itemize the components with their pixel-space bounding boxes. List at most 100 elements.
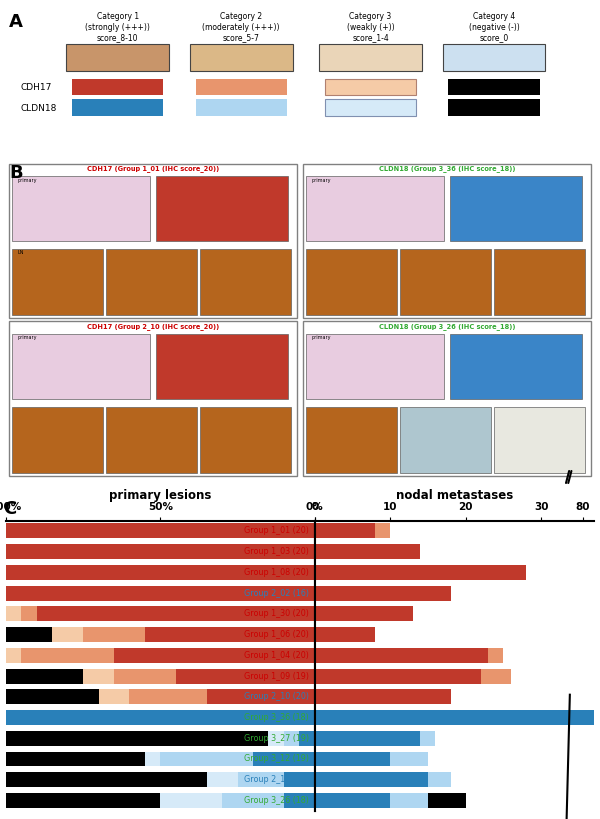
Bar	[314, 752, 390, 767]
Text: Category 4
(negative (-))
score_0: Category 4 (negative (-)) score_0	[469, 12, 520, 42]
Text: Category 3
(weakly (+))
score_1-4: Category 3 (weakly (+)) score_1-4	[347, 12, 394, 42]
Bar	[22, 648, 114, 663]
Bar	[314, 523, 375, 538]
Bar	[306, 249, 397, 315]
X-axis label: primary lesions: primary lesions	[109, 489, 212, 502]
Bar	[314, 544, 421, 559]
Bar	[421, 731, 436, 746]
Bar	[306, 334, 444, 399]
Text: CDH17 (Group 1_01 (IHC score_20)): CDH17 (Group 1_01 (IHC score_20))	[87, 165, 219, 172]
Bar	[106, 406, 197, 473]
Bar	[196, 99, 287, 116]
Bar	[450, 176, 583, 241]
Bar	[200, 406, 291, 473]
Bar	[83, 627, 145, 642]
Text: CLDN18: CLDN18	[21, 104, 57, 113]
Bar	[72, 79, 163, 95]
Bar	[160, 793, 222, 808]
Bar	[196, 79, 287, 95]
Bar	[6, 690, 98, 704]
Bar	[130, 690, 206, 704]
Bar	[314, 648, 488, 663]
Bar	[114, 648, 314, 663]
Bar	[6, 772, 206, 787]
Bar	[314, 627, 375, 642]
Text: Group 2_10 (20): Group 2_10 (20)	[244, 692, 309, 701]
Bar	[156, 334, 289, 399]
Text: LN: LN	[17, 251, 24, 256]
Bar	[145, 752, 160, 767]
Bar	[52, 627, 83, 642]
Bar	[375, 523, 390, 538]
Text: Group 2_02 (16): Group 2_02 (16)	[244, 589, 309, 598]
Bar	[448, 99, 539, 116]
Bar	[9, 164, 297, 319]
Text: Group 1_01 (20): Group 1_01 (20)	[244, 527, 309, 536]
Text: primary: primary	[17, 178, 37, 183]
Bar	[314, 565, 526, 580]
Bar	[6, 710, 314, 725]
Text: C: C	[3, 500, 16, 518]
Text: Category 1
(strongly (+++))
score_8-10: Category 1 (strongly (+++)) score_8-10	[85, 12, 150, 42]
Bar	[6, 752, 145, 767]
Text: CDH17 (Group 2_10 (IHC score_20)): CDH17 (Group 2_10 (IHC score_20))	[87, 323, 219, 330]
Bar	[448, 79, 539, 95]
Text: Group 1_08 (20): Group 1_08 (20)	[244, 568, 309, 577]
Bar	[114, 668, 176, 684]
Bar	[303, 322, 591, 476]
FancyBboxPatch shape	[443, 44, 545, 71]
Text: primary: primary	[311, 178, 331, 183]
Bar	[390, 752, 428, 767]
Bar	[12, 176, 150, 241]
Bar	[314, 772, 428, 787]
Bar	[6, 793, 160, 808]
Text: CLDN18 (Group 3_26 (IHC score_18)): CLDN18 (Group 3_26 (IHC score_18))	[379, 323, 515, 330]
Text: Group 1_03 (20): Group 1_03 (20)	[244, 547, 309, 556]
Bar	[72, 99, 163, 116]
Bar	[284, 793, 314, 808]
Text: CDH17: CDH17	[21, 83, 52, 92]
Bar	[12, 249, 103, 315]
Bar	[314, 586, 451, 600]
FancyBboxPatch shape	[319, 44, 422, 71]
X-axis label: nodal metastases: nodal metastases	[396, 489, 513, 502]
Bar	[400, 249, 491, 315]
FancyBboxPatch shape	[66, 44, 169, 71]
Bar	[494, 406, 585, 473]
Bar	[314, 690, 451, 704]
Text: primary: primary	[17, 336, 37, 341]
Bar	[83, 668, 114, 684]
Bar	[390, 793, 428, 808]
Bar	[450, 334, 583, 399]
Bar	[6, 606, 22, 622]
Bar	[314, 606, 413, 622]
Bar	[481, 668, 511, 684]
Text: A: A	[9, 13, 23, 31]
Bar	[428, 772, 451, 787]
Bar	[488, 648, 503, 663]
Bar	[6, 544, 314, 559]
Bar	[37, 606, 314, 622]
Bar	[206, 772, 238, 787]
Text: Group 1_30 (20): Group 1_30 (20)	[244, 609, 309, 618]
Bar	[325, 99, 416, 116]
Bar	[325, 79, 416, 95]
Text: Group 2_10 (20): Group 2_10 (20)	[244, 776, 309, 785]
Text: Group 3_26 (18): Group 3_26 (18)	[244, 796, 309, 805]
Bar	[6, 648, 22, 663]
Text: B: B	[9, 164, 23, 182]
Bar	[306, 406, 397, 473]
Bar	[314, 793, 390, 808]
FancyBboxPatch shape	[190, 44, 293, 71]
Bar	[284, 772, 314, 787]
Bar	[156, 176, 289, 241]
Bar	[22, 606, 37, 622]
Bar	[238, 772, 284, 787]
Bar	[6, 523, 314, 538]
Text: Group 3_27 (19): Group 3_27 (19)	[244, 734, 309, 743]
Bar	[6, 731, 268, 746]
Bar	[222, 793, 284, 808]
Bar	[160, 752, 253, 767]
Bar	[200, 249, 291, 315]
Text: Category 2
(moderately (+++))
score_5-7: Category 2 (moderately (+++)) score_5-7	[202, 12, 280, 42]
